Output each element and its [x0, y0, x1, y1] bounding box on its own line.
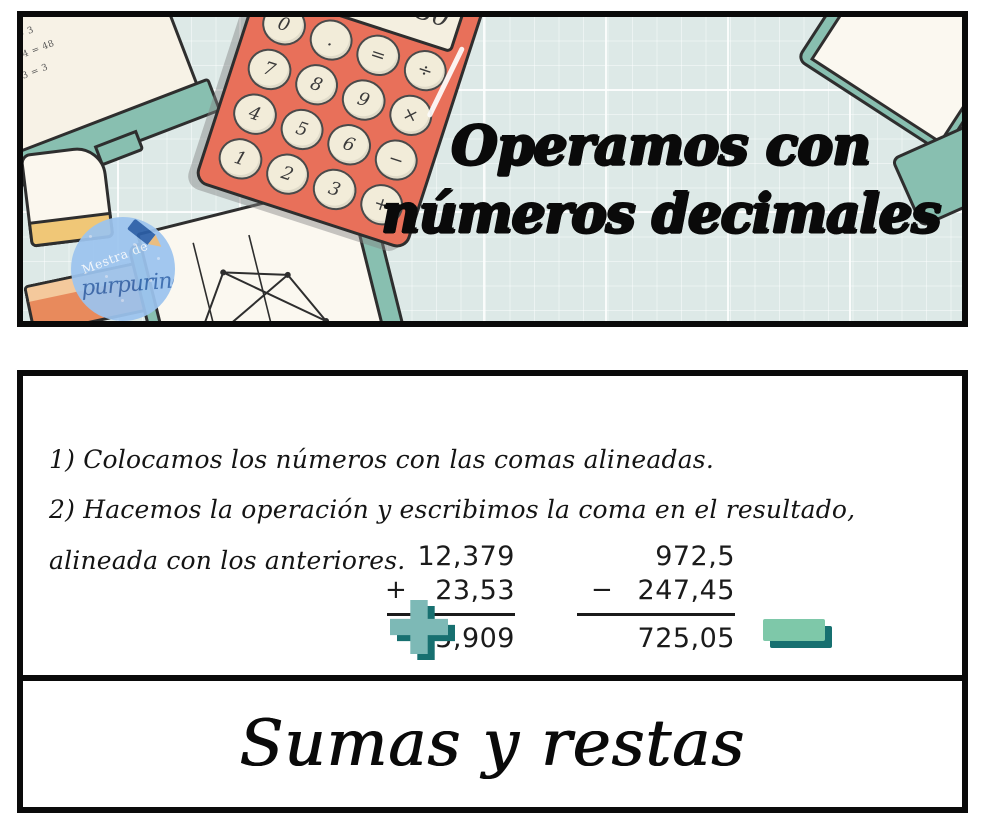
addition-sign: + [385, 575, 408, 606]
calculator-key: . [303, 17, 358, 67]
watermark-badge: Mestra de purpurina [71, 217, 175, 321]
geometry-sheet [136, 180, 390, 321]
calculator-key: 0 [256, 17, 311, 51]
addend-2-row: + 23,53 [385, 574, 515, 608]
step-item-2: 2) Hacemos la operación y escribimos la … [49, 495, 856, 524]
bottom-banner: Sumas y restas [23, 681, 962, 807]
subtraction-example: 972,5 − 247,45 725,05 [577, 540, 735, 656]
subtrahend-row: − 247,45 [591, 574, 735, 608]
clipboard-geometry-illustration [126, 180, 414, 321]
panel-divider [23, 675, 962, 681]
page-title: Operamos con números decimales [366, 113, 956, 249]
plus-icon [390, 600, 455, 660]
step-item-1: 1) Colocamos los números con las comas a… [49, 445, 714, 474]
subtraction-sign: − [591, 575, 614, 606]
title-line-1: Operamos con [451, 115, 871, 177]
watermark-sparkles [71, 217, 175, 321]
geometry-diagram-icon [191, 234, 330, 321]
title-line-2: números decimales [381, 182, 942, 245]
step-item-2-continued: alineada con los anteriores. [49, 546, 406, 575]
addend-1: 12,379 [417, 541, 515, 572]
calculator-screen-value: 30 [413, 17, 454, 34]
header-illustration: 8 + 9 = 17 6 - 3 = 3 12 x 4 = 48 9 : 3 =… [23, 17, 962, 321]
subtraction-result: 725,05 [637, 623, 735, 655]
minus-icon [763, 619, 832, 648]
addend-2: 23,53 [435, 575, 515, 607]
header-panel: 8 + 9 = 17 6 - 3 = 3 12 x 4 = 48 9 : 3 =… [17, 11, 968, 327]
subtraction-rule-line [577, 613, 735, 617]
operations-examples: 12,379 + 23,53 35,909 972,5 − 247,45 725… [385, 540, 735, 656]
calculator-key: 8 [289, 58, 344, 111]
addition-rule-line [387, 613, 515, 617]
steps-area: 1) Colocamos los números con las comas a… [23, 376, 962, 675]
content-panel: 1) Colocamos los números con las comas a… [17, 370, 968, 813]
minuend: 972,5 [655, 541, 735, 572]
banner-title: Sumas y restas [239, 707, 746, 781]
subtrahend: 247,45 [637, 575, 735, 607]
calculator-key: 5 [274, 103, 329, 156]
